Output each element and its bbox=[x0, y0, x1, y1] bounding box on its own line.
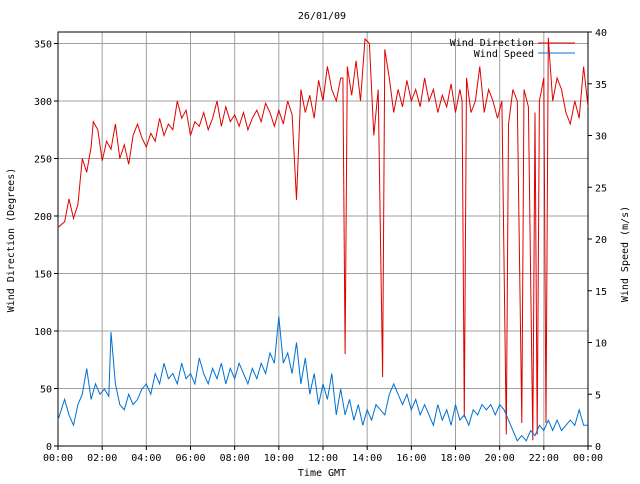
x-tick-label: 10:00 bbox=[264, 453, 294, 464]
right-tick-label: 5 bbox=[595, 390, 601, 401]
x-tick-label: 06:00 bbox=[175, 453, 205, 464]
series-line-wind-speed bbox=[57, 316, 588, 442]
right-axis-ticks: 0 5 10 15 20 25 30 35 40 bbox=[588, 28, 607, 453]
right-tick-label: 10 bbox=[595, 339, 607, 350]
series-layer bbox=[57, 37, 589, 442]
left-tick-label: 200 bbox=[34, 212, 52, 223]
x-tick-label: 04:00 bbox=[131, 453, 161, 464]
x-tick-label: 20:00 bbox=[485, 453, 515, 464]
x-axis-label: Time GMT bbox=[298, 468, 346, 479]
x-tick-label: 18:00 bbox=[440, 453, 470, 464]
x-tick-label: 00:00 bbox=[43, 453, 73, 464]
left-tick-label: 0 bbox=[46, 442, 52, 453]
legend: Wind Direction Wind Speed bbox=[450, 38, 575, 60]
legend-label-wind-direction: Wind Direction bbox=[450, 38, 534, 49]
series-line-wind-direction bbox=[57, 37, 589, 441]
left-tick-label: 350 bbox=[34, 40, 52, 51]
right-tick-label: 30 bbox=[595, 132, 607, 143]
right-tick-label: 40 bbox=[595, 28, 607, 39]
left-tick-label: 300 bbox=[34, 97, 52, 108]
right-tick-label: 20 bbox=[595, 235, 607, 246]
x-tick-label: 08:00 bbox=[220, 453, 250, 464]
y-axis-label-left: Wind Direction (Degrees) bbox=[6, 168, 17, 313]
left-tick-label: 100 bbox=[34, 327, 52, 338]
right-tick-label: 35 bbox=[595, 80, 607, 91]
left-tick-label: 50 bbox=[40, 385, 52, 396]
legend-label-wind-speed: Wind Speed bbox=[474, 49, 534, 60]
x-tick-label: 14:00 bbox=[352, 453, 382, 464]
left-tick-label: 150 bbox=[34, 270, 52, 281]
left-axis-ticks: 0 50 100 150 200 250 300 350 bbox=[34, 40, 58, 453]
chart-title: 26/01/09 bbox=[298, 11, 346, 22]
x-tick-label: 22:00 bbox=[529, 453, 559, 464]
x-tick-label: 02:00 bbox=[87, 453, 117, 464]
y-axis-label-right: Wind Speed (m/s) bbox=[620, 206, 631, 302]
x-tick-label: 16:00 bbox=[396, 453, 426, 464]
x-tick-label: 12:00 bbox=[308, 453, 338, 464]
left-tick-label: 250 bbox=[34, 155, 52, 166]
x-axis-ticks: 00:00 02:00 04:00 06:00 08:00 10:00 12:00 14:00… bbox=[43, 446, 603, 464]
right-tick-label: 25 bbox=[595, 183, 607, 194]
right-tick-label: 15 bbox=[595, 287, 607, 298]
right-tick-label: 0 bbox=[595, 442, 601, 453]
x-tick-label: 00:00 bbox=[573, 453, 603, 464]
